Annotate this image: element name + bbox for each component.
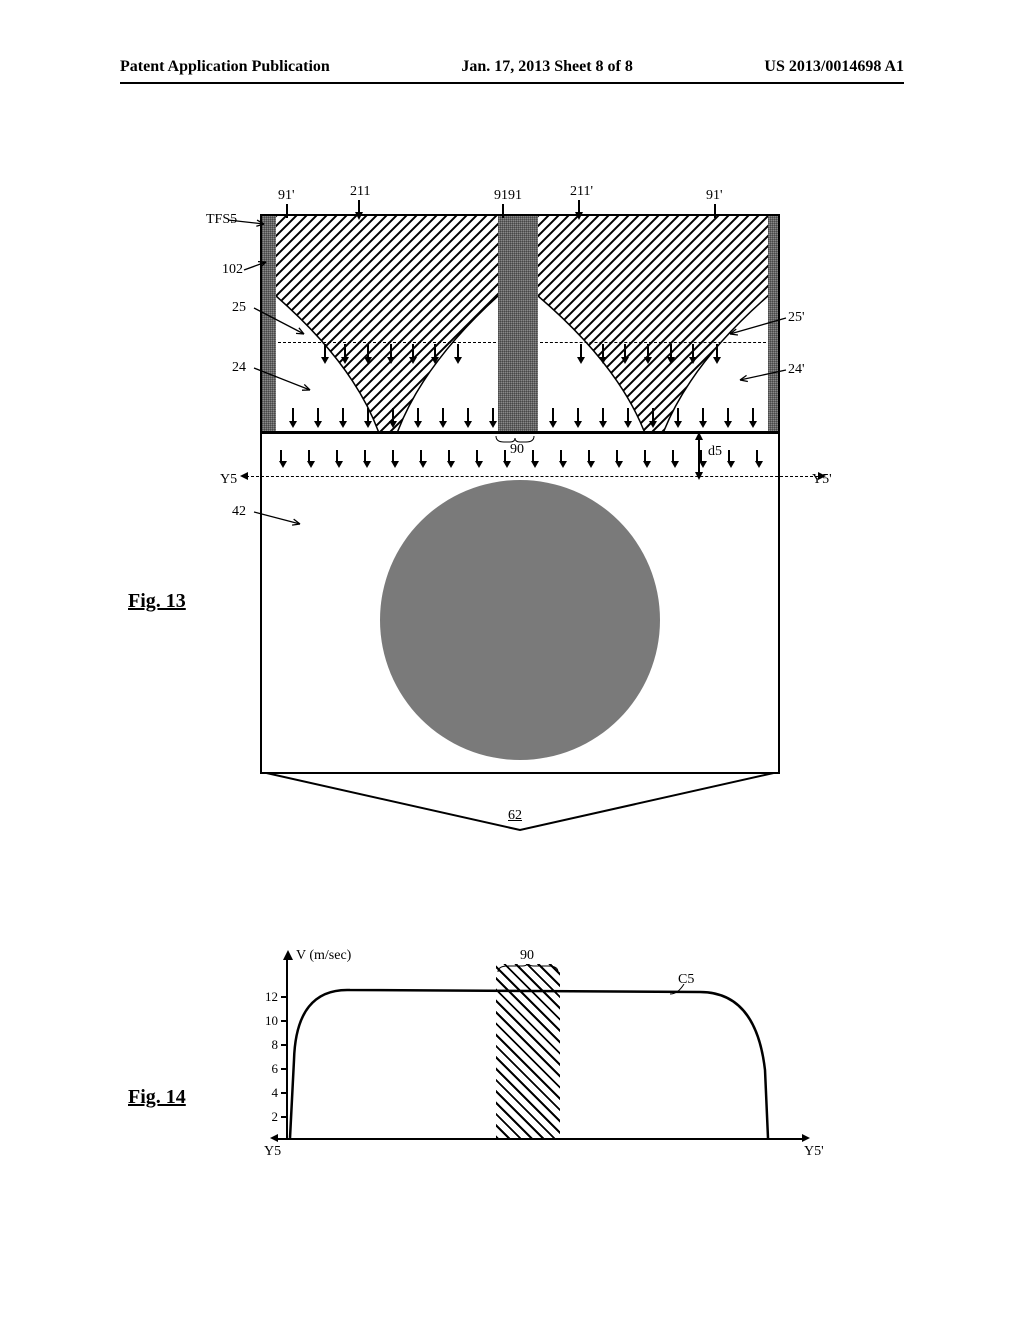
- flow-arrow-icon: [324, 344, 326, 358]
- leader-arrow: [355, 212, 363, 220]
- flow-arrow-icon: [392, 450, 394, 462]
- reference-label: 90: [510, 442, 524, 458]
- flow-arrow-icon: [420, 450, 422, 462]
- flow-arrow-icon: [532, 450, 534, 462]
- reference-label: 102: [222, 262, 243, 278]
- c5-leader: [670, 984, 690, 998]
- leader-arrow: [575, 212, 583, 220]
- flow-arrow-icon: [702, 408, 704, 422]
- center-wall: [498, 216, 538, 434]
- page-header: Patent Application Publication Jan. 17, …: [0, 58, 1024, 76]
- reference-label: TFS5: [206, 212, 237, 228]
- flow-arrow-icon: [670, 344, 672, 358]
- flow-arrow-icon: [476, 450, 478, 462]
- flow-arrow-icon: [716, 344, 718, 358]
- bracket-90: [494, 434, 536, 444]
- flow-arrow-icon: [756, 450, 758, 462]
- reference-label: 211': [570, 184, 593, 200]
- reference-label: 91': [706, 188, 723, 204]
- flow-arrow-icon: [672, 450, 674, 462]
- flow-arrow-icon: [344, 344, 346, 358]
- reference-label: 42: [232, 504, 246, 520]
- reference-label: d5: [708, 444, 722, 460]
- leader-line: [502, 204, 504, 218]
- reference-label: 24': [788, 362, 805, 378]
- flow-arrow-icon: [434, 344, 436, 358]
- reference-label: 91': [278, 188, 295, 204]
- flow-arrow-icon: [624, 344, 626, 358]
- flow-arrow-icon: [728, 450, 730, 462]
- reference-label: 25': [788, 310, 805, 326]
- reference-label: 25: [232, 300, 246, 316]
- flow-arrow-icon: [390, 344, 392, 358]
- d5-arrow-up: [695, 432, 703, 440]
- flow-arrow-icon: [700, 450, 702, 462]
- header-right: US 2013/0014698 A1: [764, 58, 904, 76]
- flow-arrow-icon: [367, 344, 369, 358]
- reference-label: 24: [232, 360, 246, 376]
- flow-arrow-icon: [504, 450, 506, 462]
- figure-13: [260, 180, 780, 820]
- header-center: Jan. 17, 2013 Sheet 8 of 8: [461, 58, 633, 76]
- flow-arrow-icon: [677, 408, 679, 422]
- flow-arrow-icon: [280, 450, 282, 462]
- flow-arrow-icon: [727, 408, 729, 422]
- y5-arrow-left: [240, 472, 248, 480]
- reference-label: 211: [350, 184, 370, 200]
- flow-arrow-icon: [492, 408, 494, 422]
- level-25-line: [278, 342, 496, 343]
- flow-arrow-icon: [417, 408, 419, 422]
- flow-arrow-icon: [602, 408, 604, 422]
- flow-arrow-icon: [616, 450, 618, 462]
- flow-arrow-icon: [647, 344, 649, 358]
- nozzle-right: [538, 216, 768, 434]
- leader-line: [714, 204, 716, 218]
- flow-arrow-icon: [580, 344, 582, 358]
- d5-arrow-line: [698, 438, 700, 474]
- reference-label: 9191: [494, 188, 522, 204]
- side-wall-right: [768, 216, 780, 434]
- flow-arrow-icon: [602, 344, 604, 358]
- flow-arrow-icon: [577, 408, 579, 422]
- flow-arrow-icon: [317, 408, 319, 422]
- level-25-line-r: [540, 342, 766, 343]
- flow-arrow-icon: [752, 408, 754, 422]
- flow-arrow-icon: [627, 408, 629, 422]
- flow-arrow-icon: [560, 450, 562, 462]
- flow-arrow-icon: [392, 408, 394, 422]
- flow-arrow-icon: [644, 450, 646, 462]
- flow-arrow-icon: [692, 344, 694, 358]
- header-left: Patent Application Publication: [120, 58, 330, 76]
- y5-axis-line: [246, 476, 818, 477]
- y5-arrow-right: [818, 472, 826, 480]
- leader-line: [286, 204, 288, 218]
- flow-arrow-icon: [588, 450, 590, 462]
- flow-arrow-icon: [442, 408, 444, 422]
- flow-arrow-icon: [292, 408, 294, 422]
- flow-arrow-icon: [467, 408, 469, 422]
- flow-arrow-icon: [457, 344, 459, 358]
- flow-arrow-icon: [364, 450, 366, 462]
- velocity-curve: [260, 880, 820, 1160]
- reference-label: 62: [508, 808, 522, 824]
- nozzle-left: [276, 216, 498, 434]
- wafer: [380, 480, 660, 760]
- figure-14-label: Fig. 14: [128, 1086, 186, 1109]
- header-rule: [120, 82, 904, 84]
- flow-arrow-icon: [336, 450, 338, 462]
- side-wall-left: [262, 216, 276, 434]
- flow-arrow-icon: [652, 408, 654, 422]
- figure-13-label: Fig. 13: [128, 590, 186, 613]
- flow-arrow-icon: [448, 450, 450, 462]
- reference-label: Y5: [220, 472, 237, 488]
- figure-14-chart: V (m/sec) 24681012 Y5 Y5' 90 C5: [260, 880, 820, 1160]
- flow-arrow-icon: [308, 450, 310, 462]
- flow-arrow-icon: [412, 344, 414, 358]
- d5-arrow-down: [695, 472, 703, 480]
- flow-arrow-icon: [552, 408, 554, 422]
- flow-arrow-icon: [342, 408, 344, 422]
- nozzle-assembly: [260, 214, 780, 434]
- flow-arrow-icon: [367, 408, 369, 422]
